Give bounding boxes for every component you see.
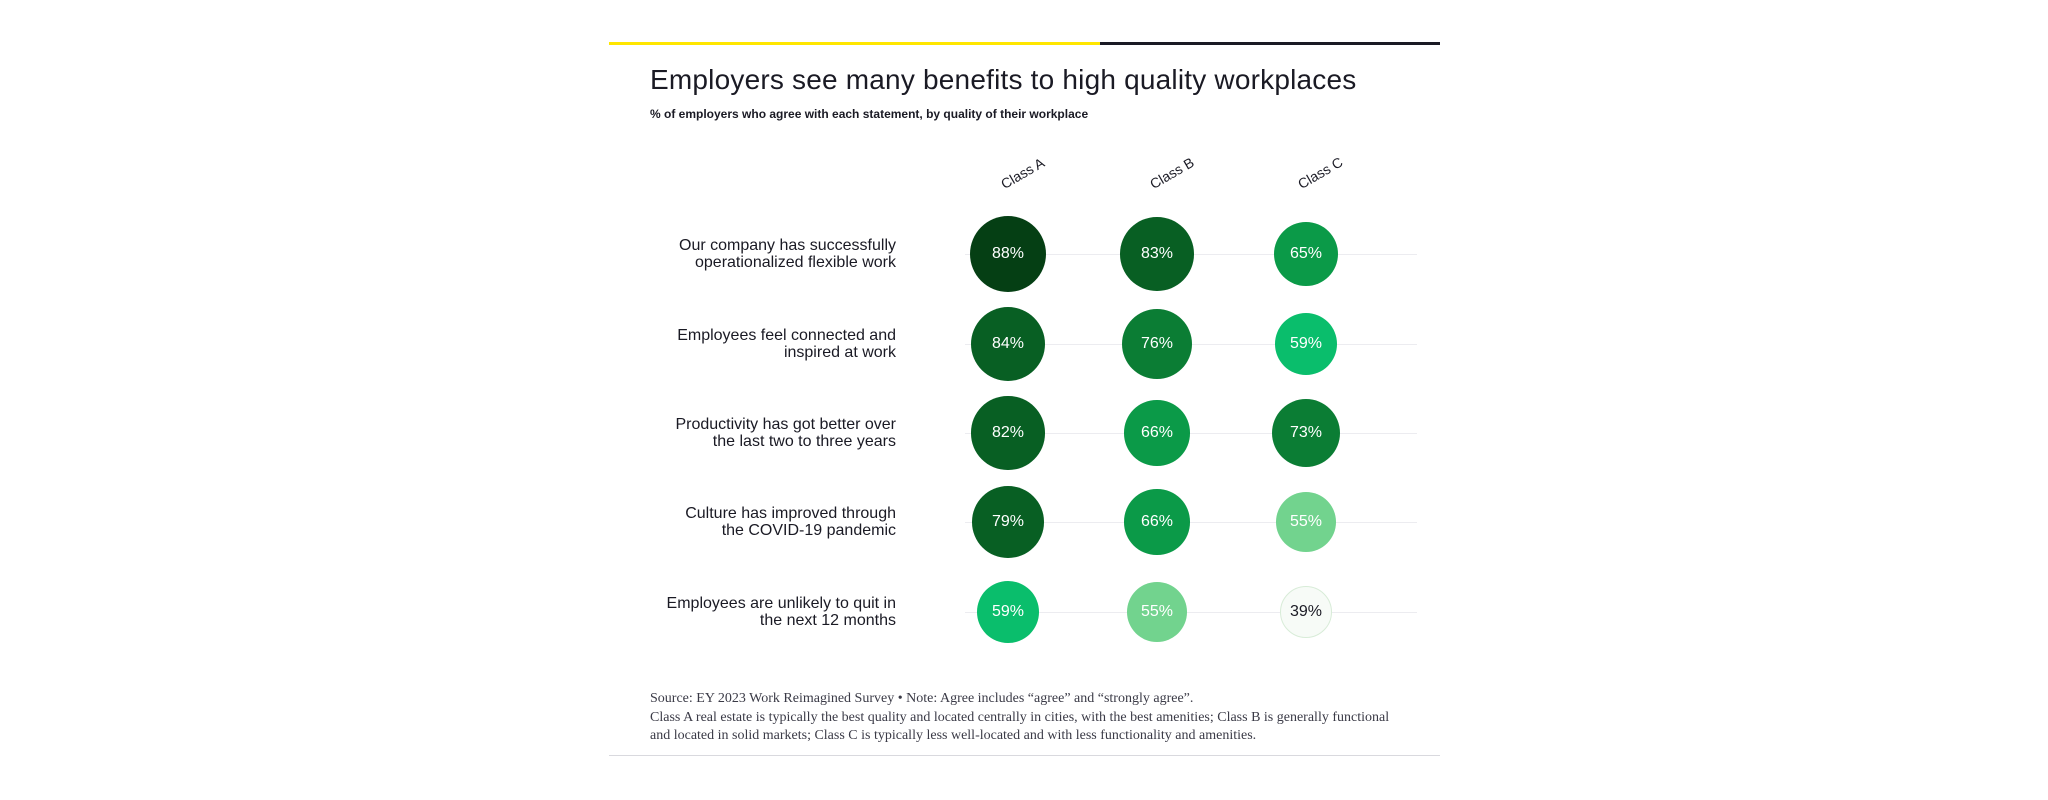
value-label: 83% — [1140, 244, 1173, 262]
value-label: 82% — [991, 423, 1024, 441]
row-label-line: Our company has successfully — [679, 237, 896, 254]
value-bubble: 66% — [1124, 489, 1190, 555]
row-gridline — [965, 522, 1417, 523]
row-label-line: inspired at work — [783, 344, 896, 361]
row-label: Culture has improved through the COVID-19… — [636, 505, 896, 539]
row-label-line: the next 12 months — [759, 612, 896, 629]
value-bubble: 55% — [1127, 582, 1187, 642]
column-header-class-b: Class B — [1147, 154, 1197, 192]
value-label: 88% — [991, 245, 1025, 262]
value-label: 55% — [1140, 602, 1173, 620]
row-label-line: Employees feel connected and — [677, 327, 896, 344]
row-label: Employees are unlikely to quit in the nex… — [636, 595, 896, 629]
value-bubble: 55% — [1276, 492, 1336, 552]
value-label: 66% — [1140, 423, 1173, 441]
value-label: 76% — [1140, 334, 1173, 352]
row-label: Our company has successfully operationali… — [636, 237, 896, 271]
row-label-line: the COVID-19 pandemic — [721, 522, 896, 539]
row-label-line: operationalized flexible work — [695, 254, 896, 271]
value-bubble: 39% — [1280, 586, 1332, 638]
value-label: 55% — [1289, 512, 1322, 530]
value-bubble: 73% — [1271, 398, 1341, 468]
source-line-2: Class A real estate is typically the bes… — [650, 709, 1390, 725]
value-bubble: 84% — [970, 306, 1045, 381]
value-label: 84% — [991, 334, 1024, 352]
value-bubble: 65% — [1273, 221, 1339, 287]
top-rule-dark — [1100, 42, 1440, 45]
source-line-1: Source: EY 2023 Work Reimagined Survey •… — [650, 691, 1194, 706]
value-bubble: 76% — [1121, 308, 1193, 380]
top-rule-yellow — [609, 42, 1100, 45]
value-bubble: 59% — [977, 581, 1039, 643]
source-line-3: and located in solid markets; Class C is… — [650, 728, 1257, 743]
row-label-line: Productivity has got better over — [675, 416, 896, 433]
chart-title: Employers see many benefits to high qual… — [650, 64, 1357, 95]
row-label-line: Culture has improved through — [685, 505, 896, 522]
row-label: Employees feel connected and inspired at … — [636, 327, 896, 361]
value-label: 66% — [1140, 512, 1173, 530]
value-label: 73% — [1289, 423, 1322, 441]
source-note: Source: EY 2023 Work Reimagined Survey •… — [650, 690, 1389, 746]
value-label: 65% — [1289, 244, 1322, 262]
bottom-rule — [609, 755, 1440, 756]
value-bubble: 83% — [1120, 217, 1194, 291]
value-bubble: 82% — [971, 396, 1045, 470]
row-label: Productivity has got better over the last… — [636, 416, 896, 450]
value-bubble: 79% — [972, 486, 1044, 558]
value-bubble: 88% — [970, 216, 1046, 292]
chart-subtitle: % of employers who agree with each state… — [650, 107, 1089, 121]
row-gridline — [965, 433, 1417, 434]
value-label: 79% — [991, 512, 1024, 530]
value-label: 39% — [1289, 603, 1323, 620]
value-bubble: 59% — [1275, 313, 1337, 375]
value-label: 59% — [1289, 334, 1322, 352]
column-header-class-a: Class A — [998, 154, 1048, 192]
column-header-class-c: Class C — [1295, 153, 1346, 192]
row-gridline — [965, 612, 1417, 613]
value-label: 59% — [991, 602, 1024, 620]
value-bubble: 66% — [1124, 400, 1190, 466]
row-label-line: Employees are unlikely to quit in — [666, 595, 896, 612]
row-label-line: the last two to three years — [712, 433, 896, 450]
